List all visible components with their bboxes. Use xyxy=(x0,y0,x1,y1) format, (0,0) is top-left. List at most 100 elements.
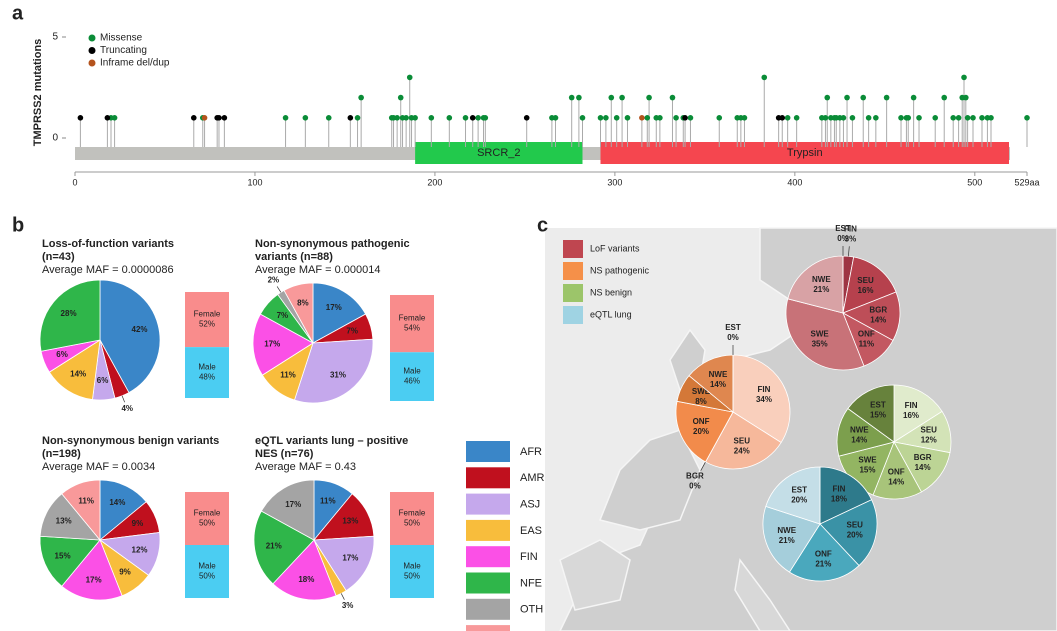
mutation-point xyxy=(822,115,829,121)
pie-title: NES (n=76) xyxy=(255,448,314,460)
mutation-point xyxy=(302,115,309,121)
pie-value-label: 15% xyxy=(859,465,875,474)
pie-value-label: 8% xyxy=(695,397,707,406)
sex-value-label: 46% xyxy=(404,377,420,386)
sex-label: Male xyxy=(198,562,216,571)
mutation-point xyxy=(358,94,364,101)
pie-value-label: 13% xyxy=(342,517,358,526)
pie-slice xyxy=(61,479,101,542)
domain xyxy=(600,142,1010,164)
pie-slice xyxy=(765,466,821,525)
mutation-point xyxy=(639,115,645,121)
pie-value-label: 11% xyxy=(320,497,336,506)
pie-value-label: 9% xyxy=(132,519,144,528)
mutation-point xyxy=(916,115,922,121)
legend-swatch xyxy=(563,306,583,324)
mutation-point xyxy=(394,115,400,121)
pie-slice xyxy=(99,279,161,394)
mutation-point xyxy=(613,115,620,121)
pie-value-label: 17% xyxy=(86,575,102,584)
pie-value-label: 35% xyxy=(812,340,828,349)
pie-value-label: 11% xyxy=(78,497,94,506)
mutation-point xyxy=(282,115,289,121)
mutation-point xyxy=(898,115,904,121)
y-tick-label: 0 xyxy=(52,133,58,144)
mutation-point xyxy=(793,115,800,121)
pie-slice xyxy=(312,282,367,344)
pie-value-label: 16% xyxy=(858,286,874,295)
legend-label: OTH xyxy=(520,604,543,616)
pie-value-label: 31% xyxy=(330,370,346,379)
region-label: ONF xyxy=(858,330,875,339)
sex-label: Male xyxy=(198,363,216,372)
leader-line xyxy=(121,395,125,403)
pie-value-label: 20% xyxy=(791,496,807,505)
legend-label: FIN xyxy=(520,551,538,563)
mutation-point xyxy=(840,115,847,121)
pie-title: Non-synonymous pathogenic xyxy=(255,238,410,250)
mutation-point xyxy=(860,94,867,101)
sex-label: Male xyxy=(403,562,421,571)
legend-label: NS pathogenic xyxy=(590,265,650,275)
mutation-point xyxy=(619,94,625,101)
mutation-point xyxy=(961,74,967,81)
mutation-point xyxy=(941,94,948,101)
x-tick-label: 500 xyxy=(967,177,982,187)
region-label: NWE xyxy=(777,526,796,535)
pie-slice xyxy=(762,505,821,573)
pie-value-label: 34% xyxy=(756,395,772,404)
legend-label: Inframe del/dup xyxy=(100,58,170,69)
legend-marker xyxy=(88,47,96,54)
mutation-point xyxy=(844,94,850,101)
legend-swatch xyxy=(466,493,510,515)
leader-line xyxy=(276,286,282,293)
sex-bar xyxy=(185,292,229,348)
pie-slice xyxy=(283,282,314,344)
legend-swatch xyxy=(563,240,583,258)
mutation-point xyxy=(910,94,917,101)
legend-label: NS benign xyxy=(590,287,632,297)
pie-value-label: 14% xyxy=(710,380,726,389)
legend-swatch xyxy=(466,519,510,541)
x-tick-label: 529aa xyxy=(1014,177,1039,187)
pie-slice xyxy=(61,539,123,601)
mutation-point xyxy=(412,115,418,121)
sex-value-label: 54% xyxy=(404,324,420,333)
pie-value-label: 12% xyxy=(132,545,148,554)
pie-value-label: 17% xyxy=(264,339,280,348)
pie-slice xyxy=(842,256,897,314)
legend-label: EAS xyxy=(520,525,542,537)
pie-subtitle: Average MAF = 0.0034 xyxy=(42,461,155,473)
sex-label: Female xyxy=(194,310,221,319)
pie-value-label: 21% xyxy=(266,541,282,550)
legend-swatch xyxy=(466,598,510,620)
mutation-point xyxy=(955,115,962,121)
pie-slice xyxy=(252,313,314,376)
domain-label: Trypsin xyxy=(787,147,823,159)
pie-value-label: 7% xyxy=(346,327,358,336)
sex-value-label: 48% xyxy=(199,373,215,382)
mutation-point xyxy=(354,115,361,121)
region-label: FIN xyxy=(832,484,845,493)
region-label: FIN xyxy=(844,224,857,233)
mutation-point xyxy=(403,115,409,121)
mutation-point xyxy=(576,94,582,101)
pie-value-label: 11% xyxy=(859,340,875,349)
pie-value-label: 20% xyxy=(693,427,709,436)
mutation-point xyxy=(111,115,118,121)
region-label: EST xyxy=(870,401,886,410)
pie-value-label: 21% xyxy=(815,559,831,568)
pie-subtitle: Average MAF = 0.000014 xyxy=(255,264,380,276)
region-label: BGR xyxy=(686,471,704,480)
mutation-point xyxy=(761,74,768,81)
pie-value-label: 0% xyxy=(837,234,849,243)
mutation-point xyxy=(462,115,469,121)
mutation-point xyxy=(104,115,111,121)
pie-title: (n=43) xyxy=(42,251,75,263)
sex-bar xyxy=(390,492,434,545)
legend-swatch xyxy=(466,441,510,462)
legend-label: eQTL lung xyxy=(590,309,632,319)
mutation-point xyxy=(597,115,604,121)
pie-value-label: 15% xyxy=(870,411,886,420)
region-label: SEU xyxy=(846,521,863,530)
